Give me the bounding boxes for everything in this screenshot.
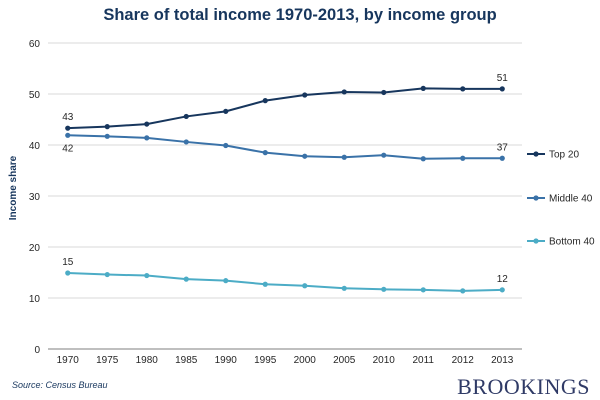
data-point	[144, 135, 150, 141]
legend-label: Bottom 40	[549, 237, 595, 248]
y-tick-label: 60	[29, 39, 41, 50]
data-point	[262, 150, 268, 156]
data-point	[302, 153, 308, 159]
x-tick-label: 1975	[96, 355, 119, 366]
data-point	[341, 89, 347, 95]
x-tick-label: 2010	[373, 355, 396, 366]
legend-label: Top 20	[549, 150, 579, 161]
series-top-20: 43 51	[62, 73, 508, 131]
data-point	[223, 142, 229, 149]
data-point	[460, 288, 466, 294]
data-point	[223, 108, 229, 114]
legend-marker	[533, 151, 539, 157]
source-note: Source: Census Bureau	[12, 380, 108, 390]
data-point	[499, 155, 505, 161]
data-point	[144, 272, 150, 279]
data-point	[341, 285, 347, 291]
x-tick-label: 1985	[175, 355, 198, 366]
legend-marker	[533, 238, 539, 244]
series-line	[67, 272, 503, 292]
x-tick-label: 1995	[254, 355, 277, 366]
x-tick-label: 1980	[136, 355, 159, 366]
data-point	[183, 139, 189, 145]
end-data-label: 37	[497, 142, 509, 153]
start-data-label: 43	[62, 112, 74, 123]
data-point	[460, 155, 466, 161]
y-axis-ticks: 0 10 20 30 40 50 60	[29, 39, 41, 356]
data-point	[223, 278, 229, 284]
legend-item: Top 20	[527, 150, 579, 161]
data-point	[65, 270, 71, 276]
data-point	[302, 283, 308, 289]
y-axis-label: Income share	[8, 155, 19, 220]
legend: Top 20 Middle 40 Bottom 40	[527, 150, 595, 248]
series-line	[67, 87, 503, 130]
end-data-label: 51	[497, 73, 509, 84]
legend-label: Middle 40	[549, 194, 593, 205]
brookings-logo: BROOKINGS	[457, 374, 590, 399]
series-middle-40: 42 37	[62, 132, 509, 162]
data-point	[499, 86, 505, 92]
end-data-label: 12	[497, 274, 509, 285]
data-point	[499, 287, 505, 293]
data-point	[381, 89, 387, 96]
data-point	[341, 154, 347, 160]
data-point	[381, 286, 387, 292]
data-point	[420, 156, 426, 162]
x-tick-label: 1970	[57, 355, 80, 366]
data-point	[104, 133, 110, 139]
legend-marker	[533, 195, 539, 201]
x-axis-ticks: 1970 1975 1980 1985 1990 1995 2000 2005 2010 2011…	[57, 355, 514, 366]
y-tick-label: 20	[29, 243, 41, 254]
data-point	[460, 86, 466, 92]
data-point	[302, 92, 308, 98]
y-tick-label: 0	[34, 345, 40, 356]
start-data-label: 42	[62, 143, 74, 154]
data-point	[183, 113, 189, 120]
x-tick-label: 2000	[294, 355, 317, 366]
data-point	[420, 287, 426, 293]
legend-item: Bottom 40	[527, 237, 595, 248]
x-tick-label: 2013	[491, 355, 514, 366]
start-data-label: 15	[62, 257, 74, 268]
data-point	[104, 271, 110, 278]
data-point	[104, 124, 110, 130]
chart-title: Share of total income 1970-2013, by inco…	[103, 6, 497, 24]
y-tick-label: 50	[29, 90, 41, 101]
x-tick-label: 2011	[412, 355, 434, 366]
y-tick-label: 40	[29, 141, 41, 152]
data-point	[65, 132, 71, 138]
data-point	[381, 152, 387, 158]
x-tick-label: 2005	[333, 355, 356, 366]
y-tick-label: 10	[29, 294, 41, 305]
x-tick-label: 2012	[452, 355, 475, 366]
data-point	[65, 125, 71, 131]
data-point	[420, 85, 426, 91]
grid-lines	[48, 42, 522, 350]
y-tick-label: 30	[29, 192, 41, 203]
data-point	[262, 281, 268, 287]
legend-item: Middle 40	[527, 194, 593, 205]
data-point	[262, 98, 268, 104]
series-line	[67, 134, 503, 160]
x-tick-label: 1990	[215, 355, 238, 366]
data-point	[144, 121, 150, 127]
data-point	[183, 276, 189, 282]
